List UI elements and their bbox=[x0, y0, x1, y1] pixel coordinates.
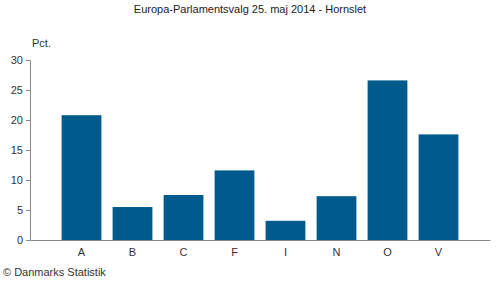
title: Europa-Parlamentsvalg 25. maj 2014 - Hor… bbox=[134, 3, 366, 15]
x-tick: B bbox=[129, 240, 136, 258]
bar bbox=[368, 80, 408, 240]
x-tick-label: C bbox=[180, 246, 188, 258]
bar bbox=[266, 221, 306, 240]
bars bbox=[62, 80, 459, 240]
x-tick: F bbox=[231, 240, 238, 258]
x-tick-label: B bbox=[129, 246, 136, 258]
y-tick-label: 10 bbox=[11, 174, 23, 186]
x-tick: A bbox=[78, 240, 86, 258]
y-tick-label: 25 bbox=[11, 84, 23, 96]
x-axis-line bbox=[31, 240, 491, 241]
x-tick-label: F bbox=[231, 246, 238, 258]
y-axis: 0 5 10 15 20 25 30 bbox=[11, 54, 31, 246]
y-tick: 25 bbox=[11, 84, 30, 96]
x-tick-label: I bbox=[284, 246, 287, 258]
x-tick: N bbox=[333, 240, 341, 258]
x-tick: V bbox=[435, 240, 443, 258]
y-tick-mark bbox=[26, 120, 30, 121]
y-tick-label: 5 bbox=[17, 204, 23, 216]
source: © Danmarks Statistik bbox=[3, 266, 106, 278]
y-tick-label: 30 bbox=[11, 54, 23, 66]
x-tick: I bbox=[284, 240, 287, 258]
x-axis: ABCFINOV bbox=[31, 240, 491, 258]
bar bbox=[164, 195, 204, 240]
y-tick-mark bbox=[26, 240, 30, 241]
y-tick-label: 15 bbox=[11, 144, 23, 156]
chart: 0 5 10 15 20 25 30 A B C F I N O V Europa-Parlamentsval… bbox=[0, 0, 500, 282]
x-tick-label: A bbox=[78, 246, 86, 258]
y-tick-label: 20 bbox=[11, 114, 23, 126]
x-tick-label: N bbox=[333, 246, 341, 258]
y-tick-mark bbox=[26, 210, 30, 211]
y-tick: 20 bbox=[11, 114, 30, 126]
y-tick-mark bbox=[26, 60, 30, 61]
y-tick-label: 0 bbox=[17, 234, 23, 246]
bar bbox=[317, 196, 357, 240]
bar bbox=[62, 115, 102, 240]
y-tick: 5 bbox=[17, 204, 30, 216]
y-tick: 30 bbox=[11, 54, 30, 66]
bar bbox=[215, 170, 255, 240]
y-tick-mark bbox=[26, 90, 30, 91]
y-axis-line bbox=[26, 61, 31, 241]
bar bbox=[419, 134, 459, 240]
y-tick-mark bbox=[26, 180, 30, 181]
x-tick: O bbox=[383, 240, 392, 258]
y-tick-mark bbox=[26, 150, 30, 151]
x-tick-label: V bbox=[435, 246, 443, 258]
x-tick-label: O bbox=[383, 246, 392, 258]
y-tick: 10 bbox=[11, 174, 30, 186]
y-tick: 15 bbox=[11, 144, 30, 156]
y-tick: 0 bbox=[17, 234, 30, 246]
bar bbox=[113, 207, 153, 240]
x-tick: C bbox=[180, 240, 188, 258]
y-axis-title: Pct. bbox=[32, 37, 51, 49]
